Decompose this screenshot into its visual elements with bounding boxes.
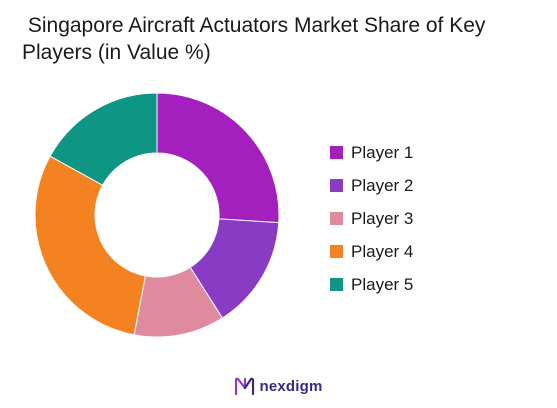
donut-slice-5 (49, 92, 158, 186)
donut-slice-1 (156, 92, 280, 224)
legend-swatch-3 (330, 212, 343, 225)
legend-label-2: Player 2 (351, 175, 414, 195)
nexdigm-logo-icon (235, 377, 255, 396)
legend-label-5: Player 5 (351, 274, 414, 294)
legend-item-4: Player 4 (330, 235, 413, 268)
legend-item-5: Player 5 (330, 268, 413, 301)
legend-label-1: Player 1 (351, 142, 414, 162)
legend-label-4: Player 4 (351, 241, 414, 261)
legend-item-3: Player 3 (330, 202, 413, 235)
legend-item-1: Player 1 (330, 136, 413, 169)
chart-legend: Player 1 Player 2 Player 3 Player 4 Player 5 (330, 136, 413, 301)
brand-name: nexdigm (259, 377, 323, 395)
legend-swatch-2 (330, 179, 343, 192)
legend-swatch-4 (330, 245, 343, 258)
legend-item-2: Player 2 (330, 169, 413, 202)
legend-swatch-1 (330, 146, 343, 159)
footer-branding: nexdigm (0, 376, 557, 396)
legend-swatch-5 (330, 278, 343, 291)
donut-slice-4 (34, 155, 146, 336)
legend-label-3: Player 3 (351, 208, 414, 228)
chart-title: Singapore Aircraft Actuators Market Shar… (22, 14, 492, 64)
